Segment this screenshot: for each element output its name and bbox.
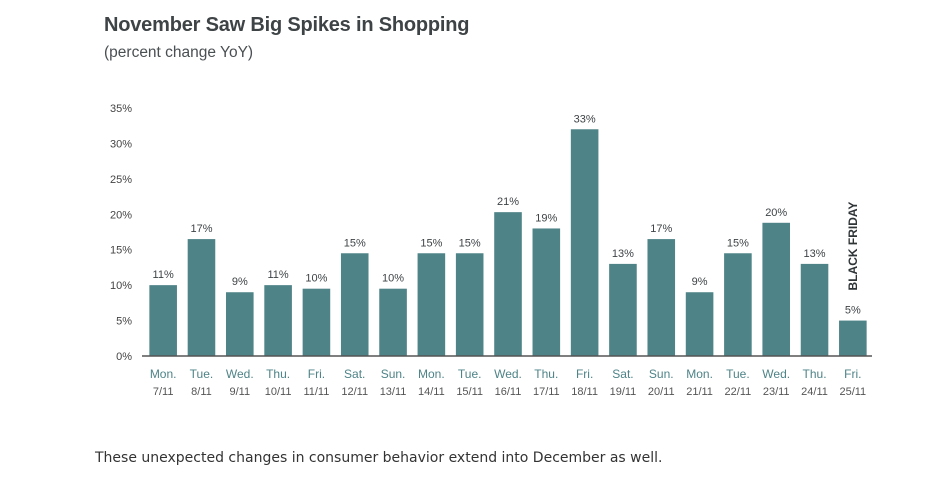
data-label: 17% (190, 223, 212, 235)
data-label: 11% (153, 269, 174, 281)
x-tick-day: Mon. (150, 367, 177, 381)
data-label: 17% (650, 223, 672, 235)
data-label: 9% (692, 276, 708, 288)
x-tick-date: 12/11 (341, 386, 368, 398)
bar (187, 239, 216, 356)
data-label: 5% (845, 305, 861, 317)
bar (532, 228, 561, 356)
x-tick-day: Mon. (418, 367, 445, 381)
x-tick-day: Sun. (649, 367, 674, 381)
data-label: 15% (344, 237, 366, 249)
bar (570, 129, 599, 356)
x-tick-date: 19/11 (610, 386, 637, 398)
x-tick-date: 10/11 (265, 386, 292, 398)
x-tick-date: 9/11 (229, 386, 250, 398)
bar (340, 253, 369, 356)
y-tick-label: 35% (110, 103, 132, 115)
data-label: 13% (612, 248, 634, 260)
x-tick-day: Sat. (612, 367, 633, 381)
x-tick-day: Sun. (381, 367, 406, 381)
y-tick-label: 5% (116, 316, 132, 328)
x-tick-date: 15/11 (456, 386, 483, 398)
data-label: 15% (727, 237, 749, 249)
chart-subtitle: (percent change YoY) (104, 44, 254, 61)
bar (264, 285, 292, 356)
bar (455, 253, 484, 356)
x-tick-day: Fri. (576, 367, 593, 381)
data-label: 11% (268, 269, 289, 281)
x-tick-day: Fri. (844, 367, 861, 381)
bar (724, 253, 752, 356)
bar (762, 222, 791, 356)
x-tick-day: Tue. (458, 367, 482, 381)
x-tick-date: 13/11 (380, 386, 407, 398)
x-tick-date: 18/11 (571, 386, 598, 398)
y-tick-label: 10% (110, 280, 132, 292)
data-label: 9% (232, 276, 248, 288)
x-tick-date: 22/11 (725, 386, 752, 398)
data-label: 21% (497, 196, 519, 208)
data-label: 13% (804, 248, 826, 260)
x-tick-date: 17/11 (533, 386, 560, 398)
x-tick-date: 25/11 (839, 386, 866, 398)
x-tick-day: Fri. (308, 367, 325, 381)
data-label: 10% (305, 273, 327, 285)
data-label: 10% (382, 273, 404, 285)
data-label: 15% (420, 237, 442, 249)
x-tick-date: 16/11 (495, 386, 522, 398)
x-tick-date: 7/11 (153, 386, 174, 398)
data-label: 20% (765, 207, 787, 219)
y-tick-label: 15% (110, 245, 132, 257)
x-tick-date: 20/11 (648, 386, 675, 398)
x-tick-date: 23/11 (763, 386, 790, 398)
bar (609, 263, 637, 356)
x-tick-day: Wed. (494, 367, 522, 381)
bar (839, 320, 867, 356)
chart-card: 0% 5% 10% 15% 20% 25% 30% 35% 11% Mon. 7/11 17% Tue.… (90, 0, 890, 420)
x-tick-day: Wed. (762, 367, 790, 381)
bar (302, 288, 331, 356)
x-tick-date: 21/11 (686, 386, 713, 398)
y-tick-label: 20% (110, 209, 132, 221)
bar (149, 285, 177, 356)
x-tick-date: 14/11 (418, 386, 445, 398)
y-tick-label: 30% (110, 138, 132, 150)
data-label: 15% (459, 237, 481, 249)
y-tick-label: 0% (116, 351, 132, 363)
bar (417, 253, 446, 356)
x-tick-day: Thu. (266, 367, 290, 381)
bar (685, 292, 714, 356)
bar (494, 212, 522, 356)
x-tick-day: Sat. (344, 367, 365, 381)
chart-title: November Saw Big Spikes in Shopping (104, 14, 470, 36)
x-tick-day: Thu. (534, 367, 558, 381)
bar (379, 288, 407, 356)
x-tick-day: Tue. (726, 367, 750, 381)
data-label: 33% (574, 113, 596, 125)
black-friday-annotation: BLACK FRIDAY (846, 202, 860, 291)
x-tick-date: 24/11 (801, 386, 828, 398)
x-tick-day: Thu. (803, 367, 827, 381)
bar (647, 239, 676, 356)
x-tick-day: Mon. (686, 367, 713, 381)
x-tick-date: 11/11 (303, 386, 329, 398)
caption-text: These unexpected changes in consumer beh… (95, 450, 663, 466)
x-tick-date: 8/11 (191, 386, 212, 398)
x-tick-day: Wed. (226, 367, 254, 381)
x-tick-day: Tue. (190, 367, 214, 381)
data-label: 19% (535, 212, 557, 224)
bar (800, 263, 829, 356)
y-tick-label: 25% (110, 174, 132, 186)
bar (226, 292, 254, 356)
bar-chart: 0% 5% 10% 15% 20% 25% 30% 35% 11% Mon. 7/11 17% Tue.… (110, 103, 872, 398)
